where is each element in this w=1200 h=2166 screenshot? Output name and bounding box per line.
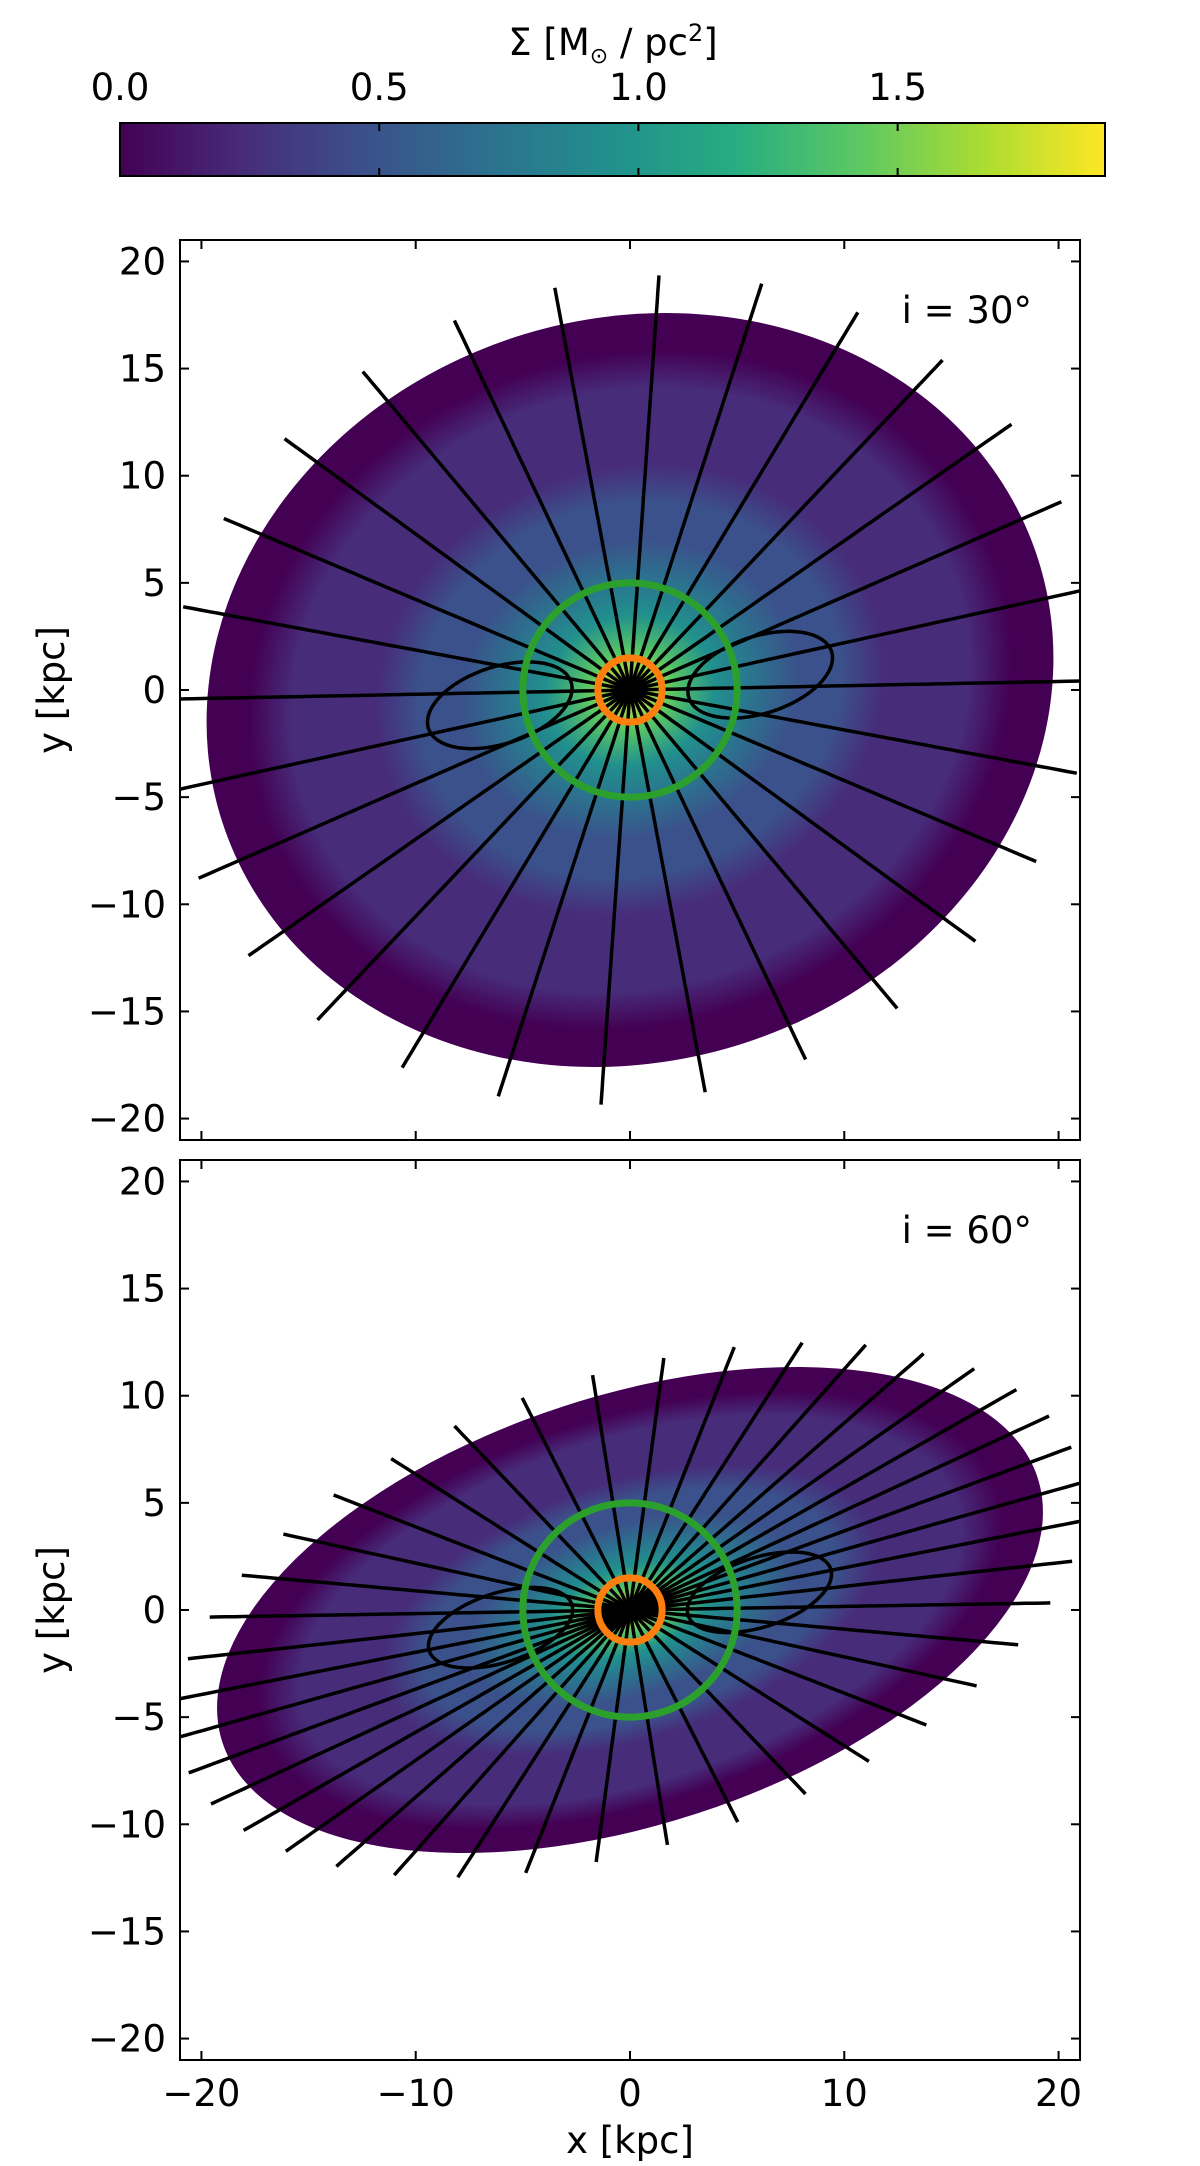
- colorbar-tick-label: 0.0: [91, 66, 150, 109]
- inner-radius-circle: [594, 1574, 666, 1646]
- panel-label-i30: i = 30°: [902, 289, 1032, 332]
- y-tick-label: 0: [142, 1589, 166, 1632]
- field-loop: [685, 1550, 834, 1635]
- y-tick-label: 15: [119, 1268, 166, 1311]
- inner-radius-circle: [594, 654, 666, 726]
- axis-ticks-i60: −20 −10 0 10 20 −20 −15 −10 −5 0 5 10 15 20: [88, 1160, 1082, 2115]
- field-line: [188, 1445, 1072, 1775]
- x-tick-label: −10: [377, 2072, 455, 2115]
- y-tick-label: 15: [119, 348, 166, 391]
- y-tick-label: −5: [111, 1696, 166, 1739]
- y-tick-label: −15: [88, 990, 166, 1033]
- y-tick-label: 5: [142, 1482, 166, 1525]
- outer-radius-circle: [519, 579, 741, 801]
- panel-i30: −20 −15 −10 −5 0 5 10 15 20 i = 30° y [kpc]: [30, 239, 1081, 1141]
- y-axis-label-i30: y [kpc]: [30, 626, 73, 754]
- field-loop: [426, 1585, 575, 1670]
- colorbar-label: Σ [M⊙ / pc2]: [508, 19, 717, 69]
- colorbar-tick-label: 1.0: [609, 66, 668, 109]
- colorbar-bar: [119, 122, 1106, 177]
- radius-circles-i60: [519, 1499, 741, 1721]
- y-tick-label: −5: [111, 776, 166, 819]
- colorbar-tick-label: 1.5: [868, 66, 927, 109]
- y-tick-label: −15: [88, 1910, 166, 1953]
- field-loop: [425, 660, 574, 751]
- axis-ticks-i30: −20 −15 −10 −5 0 5 10 15 20: [88, 240, 1080, 1141]
- y-tick-label: −20: [88, 2018, 166, 2061]
- panel-label-i60: i = 60°: [902, 1209, 1032, 1252]
- y-tick-label: 20: [119, 240, 166, 283]
- field-line: [197, 500, 1063, 880]
- field-lines-i60: [180, 1341, 1080, 1879]
- y-tick-label: −20: [88, 1098, 166, 1141]
- y-tick-label: 10: [119, 1375, 166, 1418]
- colorbar-tick-label: 0.5: [350, 66, 409, 109]
- y-tick-label: 0: [142, 669, 166, 712]
- outer-radius-circle: [519, 1499, 741, 1721]
- colorbar-tick-labels: 0.0 0.5 1.0 1.5: [91, 66, 927, 109]
- y-tick-label: −10: [88, 1803, 166, 1846]
- field-loop: [686, 629, 835, 720]
- panel-i60: −20 −10 0 10 20 −20 −15 −10 −5 0 5 10 15 20 i = 60° y…: [30, 1159, 1082, 2162]
- y-tick-label: 20: [119, 1160, 166, 1203]
- y-tick-label: 5: [142, 562, 166, 605]
- y-axis-label-i60: y [kpc]: [30, 1546, 73, 1674]
- y-tick-label: −10: [88, 883, 166, 926]
- y-tick-label: 10: [119, 455, 166, 498]
- field-lines-i30: [180, 275, 1080, 1105]
- colorbar: Σ [M⊙ / pc2] 0.0 0.5 1.0 1.5: [91, 19, 1106, 177]
- radius-circles-i30: [519, 579, 741, 801]
- x-tick-label: 0: [618, 2072, 642, 2115]
- x-tick-label: 20: [1035, 2072, 1082, 2115]
- colorbar-ticks: [119, 123, 899, 176]
- x-axis-label: x [kpc]: [566, 2119, 694, 2162]
- x-tick-label: 10: [821, 2072, 868, 2115]
- x-tick-label: −20: [162, 2072, 240, 2115]
